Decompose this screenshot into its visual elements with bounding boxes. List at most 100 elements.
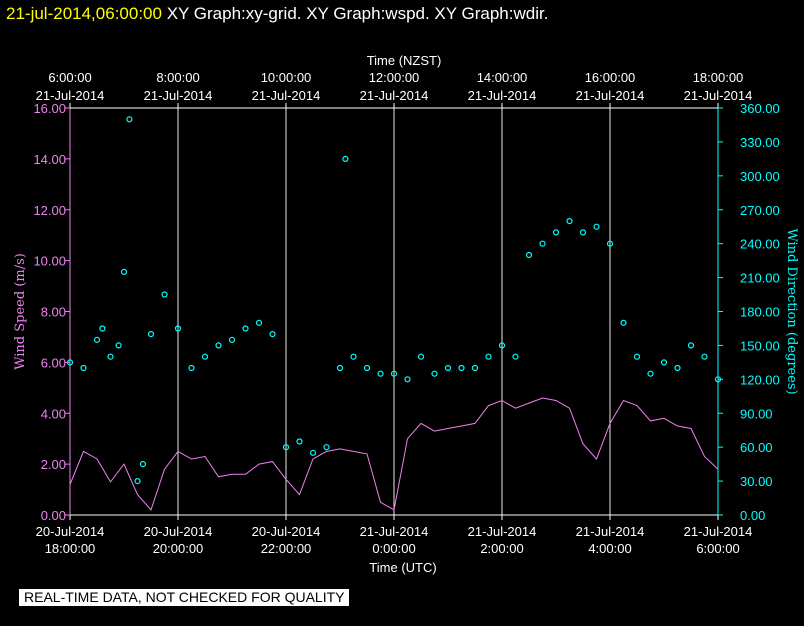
wind-direction-point (404, 376, 411, 383)
wind-direction-point (539, 240, 546, 247)
wind-direction-point (126, 116, 133, 123)
wind-direction-point (336, 364, 344, 372)
top-tick-date: 21-Jul-2014 (144, 88, 213, 103)
wind-direction-point (485, 353, 492, 360)
left-tick-label: 0.00 (41, 508, 66, 523)
top-tick-time: 6:00:00 (48, 70, 91, 85)
wind-direction-point (93, 336, 101, 343)
wind-direction-point (296, 438, 303, 445)
wind-direction-point (471, 364, 479, 372)
bottom-tick-date: 21-Jul-2014 (576, 524, 645, 539)
left-tick-label: 12.00 (33, 203, 66, 218)
wind-direction-point (647, 370, 654, 377)
right-tick-label: 300.00 (740, 169, 780, 184)
wind-direction-point (323, 444, 330, 451)
left-tick-label: 2.00 (41, 457, 66, 472)
wind-direction-point (417, 353, 425, 360)
right-tick-label: 330.00 (740, 135, 780, 150)
top-tick-date: 21-Jul-2014 (684, 88, 753, 103)
wind-direction-point (107, 353, 114, 360)
wind-direction-point (80, 364, 87, 372)
bottom-tick-time: 20:00:00 (153, 541, 204, 556)
wind-direction-point (552, 229, 560, 236)
bottom-tick-time: 0:00:00 (372, 541, 415, 556)
wind-direction-point (139, 461, 146, 468)
right-tick-label: 210.00 (740, 271, 780, 286)
wind-direction-point (174, 325, 182, 332)
top-tick-date: 21-Jul-2014 (252, 88, 321, 103)
bottom-tick-time: 18:00:00 (45, 541, 96, 556)
right-tick-label: 120.00 (740, 372, 780, 387)
quality-disclaimer: REAL-TIME DATA, NOT CHECKED FOR QUALITY (19, 589, 350, 606)
wind-direction-point (120, 268, 128, 275)
right-tick-label: 360.00 (740, 101, 780, 116)
bottom-tick-date: 20-Jul-2014 (252, 524, 321, 539)
bottom-axis-label: Time (UTC) (369, 560, 436, 575)
wind-direction-point (255, 319, 263, 326)
bottom-tick-date: 21-Jul-2014 (468, 524, 537, 539)
wind-direction-point (242, 325, 249, 332)
right-tick-label: 60.00 (740, 440, 773, 455)
wind-direction-point (201, 353, 209, 360)
left-axis-label: Wind Speed (m/s) (13, 253, 28, 370)
wind-direction-point (458, 364, 465, 372)
right-tick-label: 180.00 (740, 305, 780, 320)
wind-direction-point (579, 229, 587, 236)
top-tick-time: 16:00:00 (585, 70, 636, 85)
wind-direction-point (134, 478, 141, 485)
right-tick-label: 270.00 (740, 203, 780, 218)
wind-direction-point (620, 319, 627, 326)
wind-direction-point (606, 240, 614, 247)
wind-direction-point (350, 353, 357, 360)
top-tick-time: 12:00:00 (369, 70, 420, 85)
wind-direction-point (115, 342, 122, 349)
bottom-tick-date: 20-Jul-2014 (36, 524, 105, 539)
header-date: 21-jul-2014,06:00:00 (6, 4, 162, 23)
top-tick-time: 10:00:00 (261, 70, 312, 85)
wind-direction-point (660, 359, 668, 366)
wind-direction-point (342, 155, 349, 162)
wind-direction-point (215, 342, 222, 349)
wind-direction-point (188, 364, 195, 372)
left-tick-label: 4.00 (41, 406, 66, 421)
left-tick-label: 14.00 (33, 152, 66, 167)
wind-direction-point (633, 353, 641, 360)
wind-direction-point (363, 364, 371, 372)
wind-direction-point (390, 370, 398, 377)
top-tick-time: 14:00:00 (477, 70, 528, 85)
wind-speed-line (69, 397, 719, 511)
bottom-tick-time: 2:00:00 (480, 541, 523, 556)
right-tick-label: 240.00 (740, 237, 780, 252)
wind-direction-point (714, 376, 722, 383)
top-tick-time: 18:00:00 (693, 70, 744, 85)
wind-direction-point (377, 370, 384, 377)
wind-direction-point (525, 251, 533, 259)
left-tick-label: 10.00 (33, 254, 66, 269)
right-tick-label: 90.00 (740, 406, 773, 421)
top-tick-date: 21-Jul-2014 (360, 88, 429, 103)
right-tick-label: 150.00 (740, 338, 780, 353)
left-tick-label: 16.00 (33, 101, 66, 116)
right-tick-label: 30.00 (740, 474, 773, 489)
wind-direction-point (593, 223, 600, 230)
bottom-tick-time: 6:00:00 (696, 541, 739, 556)
wind-direction-point (269, 331, 276, 338)
bottom-tick-date: 21-Jul-2014 (684, 524, 753, 539)
header-graph-list: XY Graph:xy-grid. XY Graph:wspd. XY Grap… (166, 4, 549, 23)
wind-direction-point (701, 353, 708, 360)
top-tick-date: 21-Jul-2014 (36, 88, 105, 103)
wind-direction-point (228, 336, 236, 343)
wind-direction-point (147, 331, 155, 338)
bottom-tick-time: 22:00:00 (261, 541, 312, 556)
wind-direction-point (282, 444, 290, 451)
top-tick-time: 8:00:00 (156, 70, 199, 85)
right-axis-label: Wind Direction (degrees) (784, 228, 799, 394)
wind-direction-point (674, 364, 681, 372)
wind-direction-point (431, 370, 438, 377)
top-axis-label: Time (NZST) (367, 53, 442, 68)
wind-direction-point (566, 218, 573, 225)
left-tick-label: 8.00 (41, 305, 66, 320)
wind-direction-point (512, 353, 519, 360)
wind-direction-point (161, 291, 168, 298)
